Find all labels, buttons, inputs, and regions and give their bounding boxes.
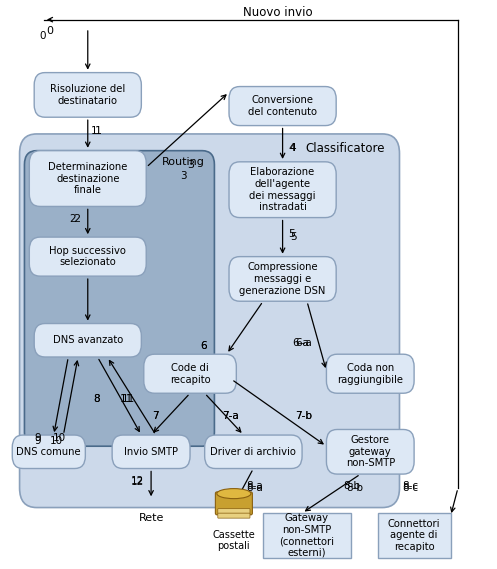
Text: 10: 10 xyxy=(50,436,64,446)
FancyBboxPatch shape xyxy=(229,162,336,217)
Text: Invio SMTP: Invio SMTP xyxy=(124,447,178,457)
Text: 0: 0 xyxy=(46,26,53,36)
Text: Nuovo invio: Nuovo invio xyxy=(243,6,313,19)
Text: 2: 2 xyxy=(74,215,81,224)
FancyBboxPatch shape xyxy=(215,492,252,515)
Text: Coda non
raggiungibile: Coda non raggiungibile xyxy=(337,363,403,385)
Text: Connettori
agente di
recapito: Connettori agente di recapito xyxy=(388,519,440,552)
Text: 12: 12 xyxy=(131,476,144,486)
FancyBboxPatch shape xyxy=(229,257,336,301)
Text: 8-b: 8-b xyxy=(346,483,363,493)
Text: 8-c: 8-c xyxy=(402,481,418,492)
Text: 7-b: 7-b xyxy=(295,411,312,420)
Text: 0: 0 xyxy=(40,31,46,42)
Text: 6-a: 6-a xyxy=(295,338,312,348)
Text: Cassette
postali: Cassette postali xyxy=(213,530,255,551)
Text: Routing: Routing xyxy=(162,158,205,167)
Text: 7-b: 7-b xyxy=(295,411,312,420)
Text: Conversione
del contenuto: Conversione del contenuto xyxy=(248,95,317,117)
Text: Classificatore: Classificatore xyxy=(305,142,385,155)
FancyBboxPatch shape xyxy=(229,86,336,126)
Text: 4: 4 xyxy=(290,143,297,153)
Text: Elaborazione
dell'agente
dei messaggi
instradati: Elaborazione dell'agente dei messaggi in… xyxy=(249,167,316,212)
FancyBboxPatch shape xyxy=(19,134,400,508)
Text: Rete: Rete xyxy=(138,513,164,523)
Text: Code di
recapito: Code di recapito xyxy=(170,363,210,385)
Text: 11: 11 xyxy=(119,394,133,404)
Text: 3: 3 xyxy=(188,160,195,170)
Text: 1: 1 xyxy=(95,126,102,136)
Text: Driver di archivio: Driver di archivio xyxy=(210,447,296,457)
Text: 10: 10 xyxy=(53,433,66,443)
FancyBboxPatch shape xyxy=(12,435,85,468)
FancyBboxPatch shape xyxy=(24,151,214,446)
Text: 7: 7 xyxy=(152,411,159,420)
FancyBboxPatch shape xyxy=(29,151,146,207)
Bar xyxy=(378,513,451,558)
Bar xyxy=(263,513,351,558)
FancyBboxPatch shape xyxy=(29,237,146,276)
FancyBboxPatch shape xyxy=(327,430,414,474)
FancyBboxPatch shape xyxy=(112,435,190,468)
Text: 6: 6 xyxy=(200,341,207,351)
Text: 8-a: 8-a xyxy=(246,481,263,492)
Text: 7-a: 7-a xyxy=(222,411,239,420)
Text: 5: 5 xyxy=(290,232,297,242)
Ellipse shape xyxy=(217,489,251,498)
Text: 7: 7 xyxy=(152,411,159,420)
Text: 6: 6 xyxy=(200,341,207,351)
Text: 9: 9 xyxy=(35,433,41,443)
Text: 8-b: 8-b xyxy=(343,481,360,492)
Text: 8: 8 xyxy=(93,394,100,404)
Text: DNS comune: DNS comune xyxy=(16,447,81,457)
FancyBboxPatch shape xyxy=(34,73,141,117)
Text: Determinazione
destinazione
finale: Determinazione destinazione finale xyxy=(48,162,127,195)
FancyBboxPatch shape xyxy=(218,509,250,514)
Text: Compressione
messaggi e
generazione DSN: Compressione messaggi e generazione DSN xyxy=(240,262,326,295)
Text: 12: 12 xyxy=(131,477,144,488)
Text: Risoluzione del
destinatario: Risoluzione del destinatario xyxy=(50,84,125,106)
FancyBboxPatch shape xyxy=(34,324,141,357)
Text: 8-c: 8-c xyxy=(402,483,418,493)
FancyBboxPatch shape xyxy=(327,354,414,393)
Text: 5: 5 xyxy=(288,229,295,240)
Text: Gestore
gateway
non-SMTP: Gestore gateway non-SMTP xyxy=(345,435,395,468)
Text: 3: 3 xyxy=(180,171,187,181)
Text: 1: 1 xyxy=(91,126,97,136)
Text: 8-a: 8-a xyxy=(246,483,263,493)
Text: 4: 4 xyxy=(288,143,296,153)
Text: DNS avanzato: DNS avanzato xyxy=(53,335,123,345)
FancyBboxPatch shape xyxy=(144,354,237,393)
Text: 8: 8 xyxy=(93,394,100,404)
Text: 11: 11 xyxy=(122,394,135,404)
Text: 9: 9 xyxy=(35,436,41,446)
FancyBboxPatch shape xyxy=(205,435,302,468)
FancyBboxPatch shape xyxy=(218,513,250,518)
Text: 7-a: 7-a xyxy=(222,411,239,420)
Text: 2: 2 xyxy=(69,215,76,224)
Text: Gateway
non-SMTP
(connettori
esterni): Gateway non-SMTP (connettori esterni) xyxy=(279,513,334,558)
Text: 6-a: 6-a xyxy=(292,338,309,348)
Text: Hop successivo
selezionato: Hop successivo selezionato xyxy=(49,246,126,267)
